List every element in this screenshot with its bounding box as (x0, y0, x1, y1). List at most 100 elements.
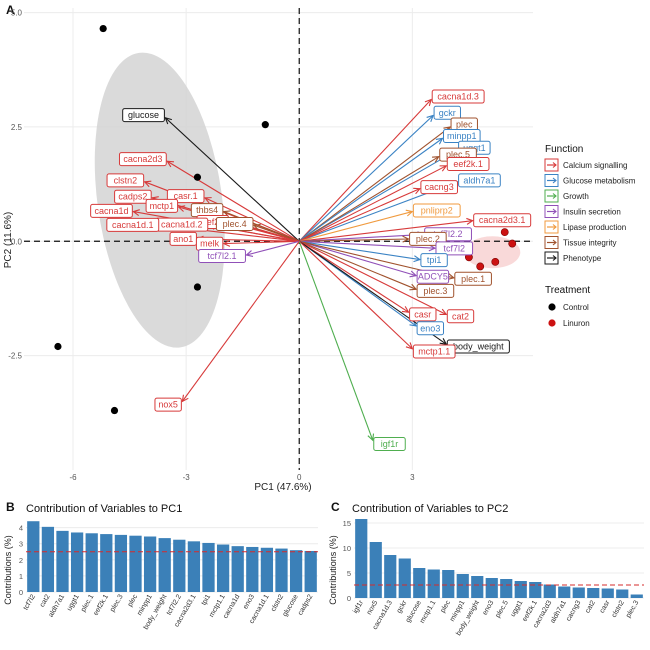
y-tick-label: 0.0 (11, 237, 23, 246)
svg-text:ano1: ano1 (173, 234, 193, 244)
svg-text:plec.2: plec.2 (416, 234, 440, 244)
biplot-x-axis-label: PC1 (47.6%) (254, 482, 311, 493)
bar-body-weight (158, 538, 171, 592)
svg-text:Insulin secretion: Insulin secretion (563, 208, 621, 217)
x-tick-label: uggt1 (510, 599, 525, 618)
x-tick-label: uggt1 (66, 593, 81, 612)
loading-arrow-melk (222, 239, 300, 247)
x-tick-label: cat2 (39, 593, 52, 608)
loading-label-mctp1: mctp1 (145, 198, 179, 213)
svg-text:cacng3: cacng3 (425, 182, 454, 192)
loading-label-gckr: gckr (433, 105, 461, 120)
svg-text:Linuron: Linuron (563, 319, 590, 328)
bar-cacna1d (231, 546, 244, 592)
loading-label-plec-4: plec.4 (215, 216, 254, 231)
bar-minpp1 (143, 536, 157, 592)
y-tick-label: 0 (19, 588, 23, 597)
point-linuron (476, 262, 485, 271)
point-linuron (500, 228, 509, 237)
point-control (193, 173, 202, 181)
loading-arrow-minpp1 (298, 137, 444, 242)
bar-cat2 (41, 526, 55, 592)
bar-cadps2 (304, 550, 317, 592)
svg-text:cacna1d.1: cacna1d.1 (112, 220, 154, 230)
x-tick-label: tpi1 (201, 593, 213, 606)
svg-text:igf1r: igf1r (381, 439, 399, 449)
loading-label-cat2: cat2 (446, 309, 475, 324)
svg-text:cacna2d3.1: cacna2d3.1 (479, 215, 526, 225)
svg-text:clstn2: clstn2 (114, 175, 138, 185)
bar-mctp1-1 (216, 544, 230, 592)
svg-text:tcf7l2: tcf7l2 (444, 243, 466, 253)
svg-text:ADCY5: ADCY5 (418, 272, 448, 282)
loading-arrow-plec-3 (299, 240, 418, 291)
loading-label-cacna1d-2: cacna1d.2 (155, 217, 209, 232)
loading-label-cacng3: cacng3 (420, 180, 458, 195)
panel-b-tag: B (6, 500, 15, 514)
panel-a-tag: A (6, 3, 15, 17)
loading-arrow-cacng3 (299, 187, 422, 242)
linuron-ellipse (464, 236, 521, 269)
y-tick-label: 4 (19, 524, 23, 533)
loading-arrow-glucose (164, 116, 300, 242)
bar-mctp1-1 (427, 569, 440, 598)
svg-text:eno3: eno3 (420, 323, 440, 333)
y-tick-label: 2.5 (11, 123, 23, 132)
bar-body-weight (471, 576, 484, 598)
legend: Function Calcium signalling Glucose metab… (544, 144, 636, 328)
loading-label-eno3: eno3 (416, 321, 445, 336)
loading-arrow-cat2 (298, 240, 448, 316)
svg-text:Glucose metabolism: Glucose metabolism (563, 177, 636, 186)
pc2-chart-title: Contribution of Variables to PC2 (352, 503, 508, 515)
loading-label-pnliprp2: pnliprp2 (412, 203, 461, 218)
x-tick-label: plec.3 (625, 599, 640, 619)
bar-plec-5 (500, 579, 513, 598)
svg-text:thbs4: thbs4 (196, 205, 218, 215)
svg-text:casr: casr (414, 309, 431, 319)
loading-arrow-casr (298, 240, 410, 313)
bar-aldh7a1 (558, 586, 571, 598)
point-linuron (508, 239, 517, 248)
x-tick-label: plec.1 (80, 593, 95, 613)
y-tick-label: 1 (19, 572, 23, 581)
bar-gckr (398, 558, 411, 598)
loading-label-melk: melk (195, 236, 224, 251)
legend-item-lipase-production: Lipase production (544, 220, 626, 234)
loading-label-clstn2: clstn2 (106, 173, 145, 188)
loading-label-adcy5: ADCY5 (416, 269, 450, 284)
svg-text:cacna2d3: cacna2d3 (123, 154, 162, 164)
y-tick-label: 5 (347, 569, 351, 578)
bar-eno3 (246, 546, 259, 592)
loading-label-ano1: ano1 (169, 231, 197, 246)
legend-item-tissue-integrity: Tissue integrity (544, 236, 617, 249)
x-tick-label: plec (127, 593, 140, 608)
loading-arrow-plec-5 (298, 156, 440, 242)
loading-label-cacna1d-1: cacna1d.1 (106, 217, 160, 232)
loading-labels: cacna1d.3gckrplecminpp1uggt1plec.5eef2k.… (90, 89, 532, 452)
bar-eef2k-1 (529, 582, 542, 598)
x-tick-label: nox5 (366, 599, 380, 616)
x-tick-label: plec.5 (495, 599, 510, 619)
bar-clstn2 (616, 589, 629, 598)
bar-cacna2d3-1 (187, 541, 201, 592)
panel-c: C Contribution of Variables to PC2 0 5 10 1… (328, 500, 644, 637)
legend-treatment-items: Control Linuron (548, 303, 590, 328)
bar-plec (129, 535, 142, 592)
svg-text:aldh7a1: aldh7a1 (463, 175, 495, 185)
loading-label-plec-1: plec.1 (454, 271, 492, 286)
point-linuron (491, 257, 500, 266)
svg-text:tcf7l2.1: tcf7l2.1 (208, 251, 237, 261)
bar-glucose (289, 550, 303, 592)
loading-arrow-pnliprp2 (299, 209, 414, 242)
y-tick-label: 3 (19, 540, 23, 549)
bar-uggt1 (70, 532, 84, 592)
x-tick-label: 3 (410, 473, 415, 482)
svg-text:body_weight: body_weight (453, 342, 504, 352)
y-tick-label: 0 (347, 594, 351, 603)
svg-text:tcf7l2.2: tcf7l2.2 (434, 229, 463, 239)
bar-cacna2d3 (543, 584, 556, 598)
x-tick-label: casr (599, 599, 612, 615)
